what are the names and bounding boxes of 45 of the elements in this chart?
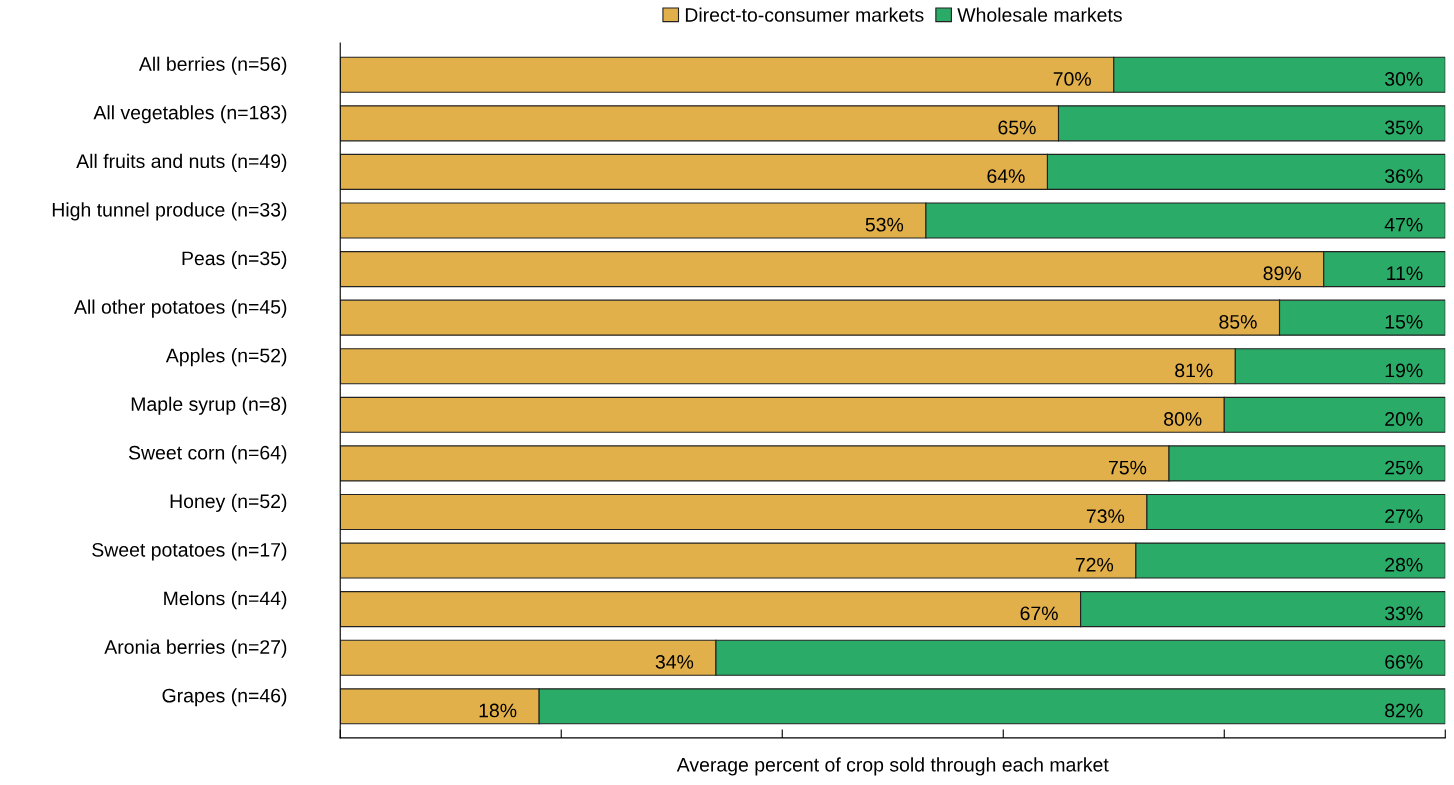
data-label: 28% [1385, 557, 1423, 572]
data-label: 27% [1385, 509, 1423, 523]
data-label: 30% [1385, 72, 1423, 86]
data-label: 11% [1387, 266, 1423, 281]
y-tick-label: All fruits and nuts (n=49) [76, 153, 287, 172]
data-label: 35% [1385, 120, 1423, 135]
y-tick-label: Grapes (n=46) [162, 688, 287, 707]
data-label: 82% [1385, 703, 1423, 718]
data-label: 89% [1263, 266, 1301, 281]
x-axis-title: Average percent of crop sold through each market [676, 757, 1109, 776]
y-tick-label: Maple syrup (n=8) [131, 396, 287, 415]
y-tick-label: Sweet potatoes (n=17) [92, 542, 287, 561]
data-label: 81% [1175, 363, 1213, 378]
data-label: 25% [1385, 460, 1423, 475]
y-tick-label: Aronia berries (n=27) [104, 639, 287, 658]
y-tick-label: Apples (n=52) [165, 348, 287, 367]
y-tick-label: All berries (n=56) [138, 56, 287, 75]
y-tick-label: Melons (n=44) [164, 591, 287, 610]
data-label: 15% [1385, 315, 1423, 329]
data-label: 33% [1385, 606, 1423, 621]
data-label: 34% [655, 655, 694, 669]
data-label: 18% [479, 703, 517, 718]
y-tick-label: High tunnel produce (n=33) [52, 202, 287, 221]
data-label: 53% [865, 217, 904, 232]
data-label: 72% [1075, 557, 1114, 572]
y-tick-label: Honey (n=52) [170, 493, 287, 512]
data-label: 47% [1384, 217, 1423, 232]
data-label: 67% [1020, 606, 1058, 621]
data-label: 65% [998, 120, 1036, 135]
data-label: 85% [1219, 314, 1257, 329]
data-label: 75% [1109, 460, 1147, 475]
data-label: 70% [1053, 72, 1091, 86]
data-label: 66% [1385, 655, 1423, 669]
y-tick-label: All other potatoes (n=45) [74, 299, 287, 318]
legend-label: Wholesale markets [957, 7, 1122, 22]
y-tick-label: Sweet corn (n=64) [128, 445, 287, 464]
data-label: 73% [1086, 509, 1125, 524]
data-label: 19% [1385, 363, 1423, 378]
y-tick-label: Peas (n=35) [182, 250, 287, 270]
data-label: 64% [987, 169, 1025, 183]
data-label: 80% [1164, 412, 1202, 426]
y-tick-label: All vegetables (n=183) [93, 105, 287, 124]
data-label: 20% [1385, 412, 1423, 426]
legend-label: Direct-to-consumer markets [685, 7, 924, 22]
data-label: 36% [1385, 169, 1423, 183]
